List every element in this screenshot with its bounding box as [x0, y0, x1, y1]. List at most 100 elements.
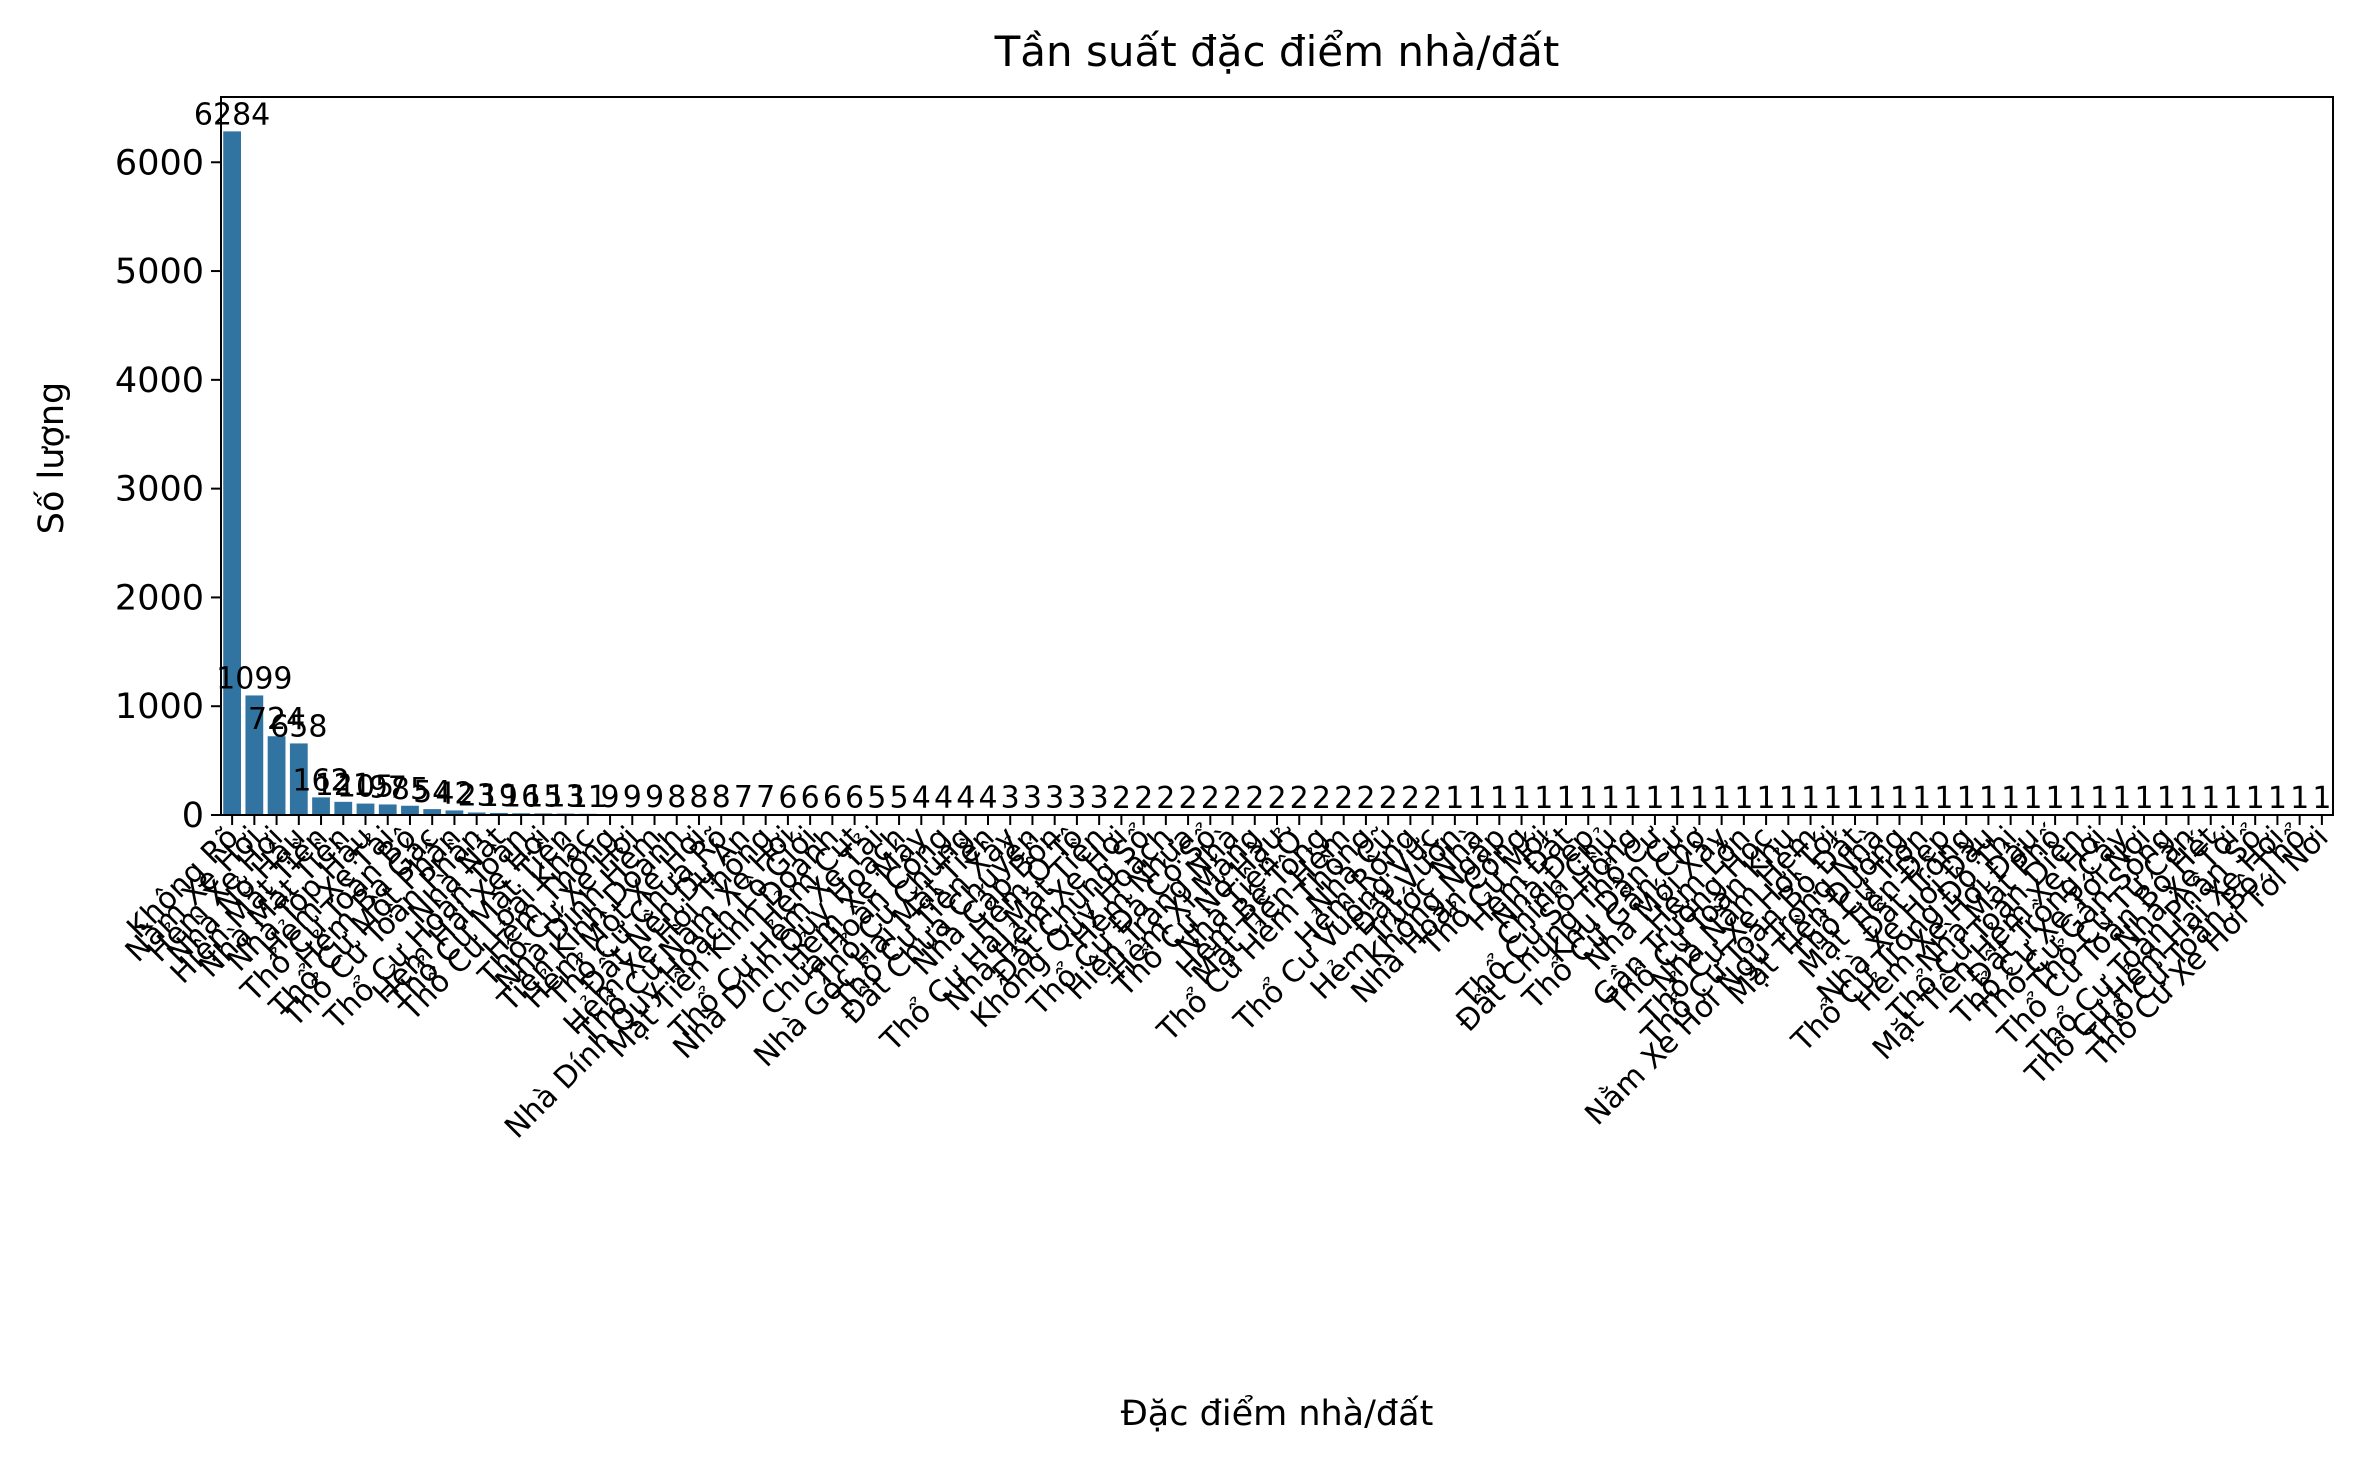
bar-value-label: 9 — [645, 780, 664, 815]
bar-value-label: 1 — [2001, 781, 2020, 816]
bar-value-label: 5 — [867, 780, 886, 815]
bar-value-label: 1 — [1668, 781, 1687, 816]
y-tick-label: 3000 — [115, 470, 204, 510]
bar — [312, 797, 330, 815]
bar-value-label: 6284 — [194, 97, 270, 132]
bar-value-label: 1 — [2223, 781, 2242, 816]
bar-value-label: 1 — [2268, 781, 2287, 816]
bar-value-label: 19 — [480, 779, 518, 814]
bar-value-label: 3 — [1001, 781, 1020, 816]
bar-value-label: 9 — [601, 780, 620, 815]
bar-value-label: 1 — [2046, 781, 2065, 816]
bar — [423, 809, 442, 815]
bar — [334, 801, 353, 815]
bar-value-label: 1 — [1712, 781, 1731, 816]
y-tick-label: 4000 — [115, 361, 204, 401]
bar-value-label: 1 — [2179, 781, 2198, 816]
bar-value-label: 4 — [978, 781, 997, 816]
bar — [245, 695, 264, 815]
bar-value-label: 2 — [1334, 781, 1353, 816]
bar-value-label: 1 — [1779, 781, 1798, 816]
bar-value-label: 1 — [1468, 781, 1487, 816]
bar-value-label: 1 — [1623, 781, 1642, 816]
bar-value-label: 3 — [1090, 781, 1109, 816]
bar-value-label: 121 — [315, 768, 372, 803]
bar-value-label: 2 — [1156, 781, 1175, 816]
bar-data-labels: 6284109972465816212110597855442231916151… — [194, 97, 2331, 816]
bar-series — [223, 131, 2331, 816]
bar-value-label: 1 — [1645, 781, 1664, 816]
bar-value-label: 1 — [1601, 781, 1620, 816]
bar-value-label: 6 — [845, 780, 864, 815]
bar-value-label: 1 — [1734, 781, 1753, 816]
bar-value-label: 15 — [524, 779, 562, 814]
bar-value-label: 97 — [369, 770, 407, 805]
bar-value-label: 2 — [1112, 781, 1131, 816]
bar-value-label: 162 — [292, 763, 349, 798]
bar-value-label: 3 — [1045, 781, 1064, 816]
bar — [445, 810, 464, 815]
bar-value-label: 2 — [1245, 781, 1264, 816]
bar-value-label: 6 — [778, 780, 797, 815]
bar-value-label: 2 — [1223, 781, 1242, 816]
bar-value-label: 1 — [1579, 781, 1598, 816]
bar-value-label: 54 — [413, 775, 451, 810]
bar-value-label: 2 — [1401, 781, 1420, 816]
bar-value-label: 1 — [1757, 781, 1776, 816]
bar-value-label: 105 — [337, 770, 394, 805]
bar-value-label: 2 — [1201, 781, 1220, 816]
bar-value-label: 8 — [712, 780, 731, 815]
y-tick-label: 6000 — [115, 143, 204, 183]
bar-value-label: 1 — [2090, 781, 2109, 816]
bar-value-label: 1 — [2312, 781, 2331, 816]
y-axis-title: Số lượng — [32, 382, 72, 534]
y-tick-label: 5000 — [115, 252, 204, 292]
y-tick-label: 1000 — [115, 687, 204, 727]
plot-frame — [220, 96, 2334, 816]
bar-value-label: 4 — [912, 781, 931, 816]
bar-value-label: 3 — [1067, 781, 1086, 816]
bar-value-label: 724 — [248, 702, 305, 737]
bar-value-label: 1 — [1445, 781, 1464, 816]
bar-value-label: 16 — [502, 779, 540, 814]
bar-value-label: 2 — [1134, 781, 1153, 816]
bar-value-label: 1 — [2023, 781, 2042, 816]
bar-value-label: 4 — [934, 781, 953, 816]
bar — [356, 803, 375, 815]
bar-value-label: 5 — [890, 780, 909, 815]
bar-value-label: 2 — [1423, 781, 1442, 816]
bar-value-label: 23 — [458, 778, 496, 813]
bar-value-label: 2 — [1179, 781, 1198, 816]
bar-value-label: 7 — [756, 780, 775, 815]
bar-value-label: 7 — [734, 780, 753, 815]
bar-value-label: 1 — [1845, 781, 1864, 816]
bar — [223, 131, 242, 816]
bar-value-label: 1 — [1512, 781, 1531, 816]
bar-value-label: 8 — [667, 780, 686, 815]
y-axis: 0 1000 2000 3000 4000 5000 6000 — [115, 143, 221, 836]
bar-value-label: 1 — [1690, 781, 1709, 816]
bar-value-label: 1 — [1912, 781, 1931, 816]
bar-value-label: 6 — [801, 780, 820, 815]
bar-value-label: 1 — [1957, 781, 1976, 816]
bar-value-label: 8 — [689, 780, 708, 815]
y-tick-label: 2000 — [115, 578, 204, 618]
bar-value-label: 11 — [569, 780, 607, 815]
bar-value-label: 2 — [1379, 781, 1398, 816]
bar-value-label: 2 — [1290, 781, 1309, 816]
bar-value-label: 1 — [2246, 781, 2265, 816]
bar-value-label: 1 — [2134, 781, 2153, 816]
bar-value-label: 2 — [1312, 781, 1331, 816]
bar — [467, 812, 486, 815]
bar-value-label: 1 — [1556, 781, 1575, 816]
bar — [490, 812, 508, 815]
bar-value-label: 658 — [270, 709, 327, 744]
bar-value-label: 1 — [2290, 781, 2309, 816]
bar-value-label: 1 — [1534, 781, 1553, 816]
bar-value-label: 6 — [823, 780, 842, 815]
bar-value-label: 1099 — [216, 661, 292, 696]
bar — [378, 804, 397, 815]
bar-value-label: 2 — [1356, 781, 1375, 816]
